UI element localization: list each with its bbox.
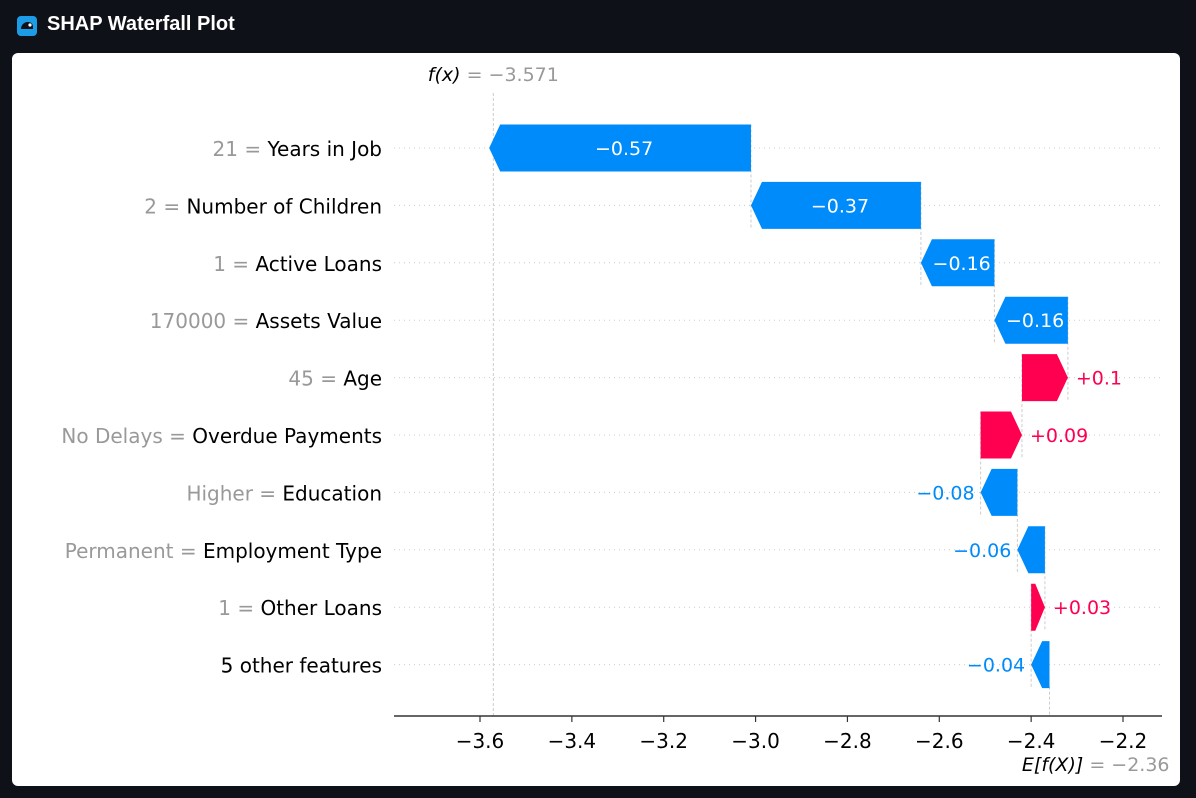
x-tick-label: −3.2	[639, 729, 688, 753]
fx-annotation: f(x) = −3.571	[428, 64, 559, 86]
x-tick-label: −2.4	[1007, 729, 1056, 753]
positive-shap-bar	[980, 411, 1022, 459]
shap-value-label: −0.04	[967, 655, 1025, 677]
waterfall-chart: −0.57 21 = Years in Job −0.37 2 = Number of…	[61, 64, 1170, 776]
feature-value: 1 =	[213, 252, 255, 276]
base-value: = −2.36	[1089, 754, 1169, 776]
positive-shap-bar	[1021, 354, 1068, 402]
negative-shap-bar	[750, 181, 921, 229]
feature-label: 21 = Years in Job	[213, 137, 382, 161]
feature-label: No Delays = Overdue Payments	[61, 424, 382, 448]
x-tick-label: −2.8	[823, 729, 872, 753]
feature-value: 21 =	[213, 137, 268, 161]
negative-shap-bar	[994, 296, 1068, 344]
feature-value: 170000 =	[150, 309, 256, 333]
feature-name: Number of Children	[186, 194, 382, 218]
negative-shap-bar	[1017, 526, 1045, 574]
feature-label: 2 = Number of Children	[144, 194, 382, 218]
feature-value: 1 =	[218, 596, 260, 620]
negative-shap-bar	[980, 468, 1018, 516]
x-tick-label: −3.0	[731, 729, 780, 753]
feature-label: 45 = Age	[288, 367, 382, 391]
shap-value-label: +0.1	[1076, 368, 1122, 390]
x-tick-label: −2.2	[1099, 729, 1148, 753]
app-header: SHAP Waterfall Plot	[0, 0, 1196, 52]
fx-value: = −3.571	[467, 64, 559, 86]
negative-shap-bar	[489, 124, 751, 172]
x-tick-label: −3.4	[548, 729, 597, 753]
feature-label: Higher = Education	[186, 481, 382, 505]
positive-shap-bar	[1031, 583, 1045, 631]
feature-label: 1 = Other Loans	[218, 596, 382, 620]
feature-value: 45 =	[288, 367, 343, 391]
feature-name: Overdue Payments	[192, 424, 382, 448]
feature-label: 170000 = Assets Value	[150, 309, 382, 333]
shap-value-label: −0.57	[595, 138, 653, 160]
x-tick-label: −2.6	[915, 729, 964, 753]
feature-label: Permanent = Employment Type	[65, 539, 382, 563]
shap-value-label: −0.16	[1006, 310, 1064, 332]
shap-value-label: −0.06	[953, 540, 1011, 562]
feature-label: 5 other features	[221, 654, 382, 678]
negative-shap-bar	[1031, 641, 1050, 689]
base-value-label: E[f(X)]	[1022, 754, 1089, 776]
shap-value-label: −0.08	[916, 482, 974, 504]
feature-name: Assets Value	[256, 309, 382, 333]
fx-label: f(x)	[428, 64, 467, 86]
feature-name: Years in Job	[266, 137, 382, 161]
app-title: SHAP Waterfall Plot	[47, 13, 235, 35]
feature-name: Education	[282, 481, 382, 505]
feature-name: Active Loans	[255, 252, 382, 276]
feature-name: Employment Type	[203, 539, 382, 563]
feature-value: 2 =	[144, 194, 186, 218]
feature-value: Higher =	[186, 481, 282, 505]
shap-value-label: +0.09	[1030, 425, 1088, 447]
shap-value-label: −0.16	[933, 253, 991, 275]
feature-name: 5 other features	[221, 654, 382, 678]
plot-card: −0.57 21 = Years in Job −0.37 2 = Number of…	[12, 53, 1180, 786]
feature-label: 1 = Active Loans	[213, 252, 382, 276]
negative-shap-bar	[920, 239, 995, 287]
feature-name: Other Loans	[260, 596, 382, 620]
shap-value-label: −0.37	[811, 195, 869, 217]
cloud-logo-icon	[17, 16, 37, 36]
shap-value-label: +0.03	[1053, 597, 1111, 619]
feature-value: No Delays =	[61, 424, 192, 448]
base-value-annotation: E[f(X)] = −2.36	[1022, 754, 1170, 776]
x-tick-label: −3.6	[456, 729, 505, 753]
feature-value: Permanent =	[65, 539, 203, 563]
feature-name: Age	[343, 367, 382, 391]
